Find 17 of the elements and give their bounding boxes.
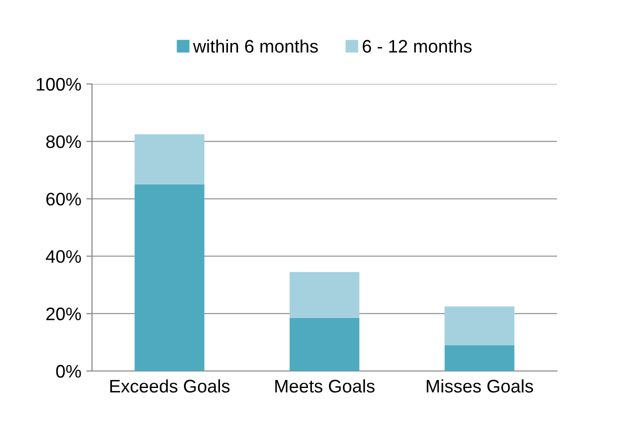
bar: [134, 184, 204, 371]
y-tick-label: 40%: [46, 250, 81, 263]
y-tick-label: 100%: [36, 78, 81, 91]
legend-label: 6 - 12 months: [362, 39, 472, 53]
x-tick-label: Misses Goals: [426, 379, 534, 393]
y-tick-label: 0%: [56, 364, 81, 378]
bar: [134, 134, 204, 184]
x-tick-label: Exceeds Goals: [110, 379, 230, 393]
bar: [444, 345, 514, 371]
y-tick-label: 20%: [46, 308, 81, 320]
bar: [290, 318, 360, 371]
bar: [290, 272, 360, 318]
y-tick-label: 80%: [46, 135, 81, 148]
legend-label: within 6 months: [193, 39, 318, 53]
bar: [444, 306, 514, 346]
x-tick-label: Meets Goals: [275, 379, 375, 393]
y-tick-label: 60%: [46, 192, 81, 206]
